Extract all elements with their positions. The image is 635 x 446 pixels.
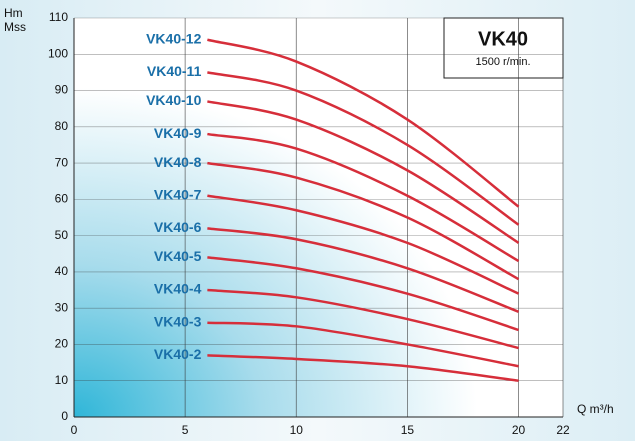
series-label: VK40-4 — [154, 281, 202, 297]
y-tick-label: 70 — [55, 155, 69, 169]
curve — [207, 321, 519, 368]
curve — [207, 100, 520, 244]
y-tick-label: 50 — [55, 228, 69, 242]
series-label: VK40-9 — [154, 125, 202, 141]
curve — [207, 194, 520, 295]
y-tick-label: 90 — [55, 83, 69, 97]
curve — [207, 161, 520, 281]
series-label: VK40-5 — [154, 248, 202, 264]
y-tick-label: 80 — [55, 119, 69, 133]
x-tick-label: 20 — [512, 423, 526, 437]
curve — [207, 256, 519, 332]
series-label: VK40-10 — [146, 92, 201, 108]
series-label: VK40-2 — [154, 346, 202, 362]
y-tick-label: 110 — [49, 10, 68, 24]
curve — [207, 354, 519, 382]
x-tick-label: 0 — [71, 423, 78, 437]
y-tick-label: 60 — [55, 192, 69, 206]
curve — [207, 38, 520, 208]
y-tick-label: 40 — [55, 264, 69, 278]
curve — [207, 71, 520, 226]
series-label: VK40-3 — [154, 313, 202, 329]
y-tick-label: 0 — [61, 409, 68, 423]
x-tick-label: 22 — [556, 423, 570, 437]
y-axis-label: Mss — [4, 20, 26, 34]
x-tick-label: 10 — [290, 423, 304, 437]
y-tick-label: 20 — [55, 337, 69, 351]
curve — [207, 132, 520, 263]
y-tick-label: 30 — [55, 300, 69, 314]
x-tick-label: 15 — [401, 423, 415, 437]
x-axis-label: Q m³/h — [577, 402, 614, 416]
curve — [207, 288, 519, 350]
series-label: VK40-7 — [154, 186, 202, 202]
x-tick-label: 5 — [182, 423, 189, 437]
series-label: VK40-12 — [146, 30, 201, 46]
y-tick-label: 100 — [48, 46, 68, 60]
chart-title: VK40 — [478, 28, 528, 50]
chart-subtitle: 1500 r/min. — [475, 56, 530, 68]
series-label: VK40-8 — [154, 154, 202, 170]
curve — [207, 227, 520, 313]
series-label: VK40-6 — [154, 219, 202, 235]
title-box — [443, 17, 564, 79]
y-axis-label: Hm — [4, 6, 23, 20]
series-label: VK40-11 — [147, 63, 202, 79]
y-tick-label: 10 — [55, 373, 69, 387]
